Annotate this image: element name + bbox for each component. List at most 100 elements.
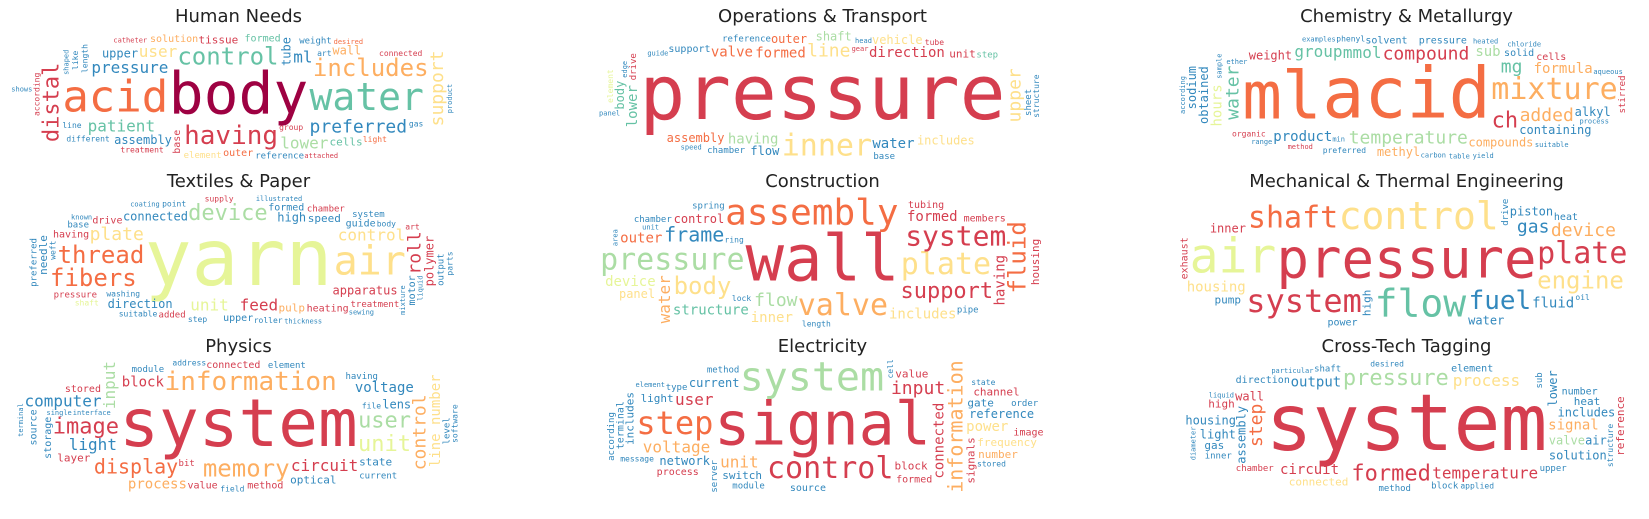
word-water: water bbox=[310, 75, 424, 119]
word-gate: gate bbox=[967, 397, 994, 410]
word-different: different bbox=[66, 134, 110, 143]
word-system: system bbox=[352, 210, 385, 220]
word-fibers: fibers bbox=[50, 264, 137, 292]
word-needle: needle bbox=[37, 235, 50, 275]
wordcloud-area: acid ml mixture ch temperature compound water a… bbox=[1178, 28, 1635, 164]
word-added: added bbox=[1520, 105, 1574, 126]
word-upper: upper bbox=[1004, 68, 1025, 122]
wordcloud-area: body acid water having control includes distal… bbox=[10, 28, 467, 164]
word-value: value bbox=[188, 480, 218, 491]
word-output: output bbox=[437, 253, 447, 286]
word-acid: acid bbox=[1322, 52, 1491, 134]
word-organic: organic bbox=[1232, 130, 1266, 139]
word-assembly: assembly bbox=[725, 193, 898, 233]
panel-title: Operations & Transport bbox=[718, 6, 927, 27]
word-shaped: shaped bbox=[63, 50, 71, 75]
word-guide: guide bbox=[647, 50, 668, 58]
word-water: water bbox=[872, 136, 914, 152]
word-state: state bbox=[359, 456, 392, 469]
word-length: length bbox=[81, 44, 90, 73]
word-air: air bbox=[1190, 228, 1277, 284]
word-process: process bbox=[1579, 118, 1609, 126]
word-shaft: shaft bbox=[75, 299, 99, 308]
word-formed: formed bbox=[245, 33, 281, 44]
word-air: air bbox=[1585, 434, 1607, 448]
word-support: support bbox=[668, 44, 710, 55]
word-frequency: frequency bbox=[977, 436, 1037, 449]
wordcloud-area: system pressure formed step temperature proce… bbox=[1178, 358, 1635, 494]
word-information: information bbox=[165, 367, 337, 397]
word-formed: formed bbox=[755, 45, 806, 61]
word-memory: memory bbox=[203, 454, 290, 482]
wordcloud-area: system information memory image user unit disp… bbox=[10, 358, 467, 494]
word-ether: ether bbox=[1226, 58, 1247, 66]
word-shaft: shaft bbox=[816, 29, 852, 43]
word-output: output bbox=[1291, 375, 1342, 391]
word-pressure: pressure bbox=[1419, 35, 1467, 46]
word-upper: upper bbox=[223, 313, 253, 324]
word-examples: examples bbox=[1302, 35, 1336, 43]
word-weight: weight bbox=[299, 37, 332, 47]
word-step: step bbox=[188, 315, 207, 324]
word-phenyl: phenyl bbox=[1336, 34, 1365, 43]
word-chamber: chamber bbox=[307, 204, 346, 214]
word-address: address bbox=[172, 358, 206, 367]
word-exhaust: exhaust bbox=[1180, 237, 1191, 279]
word-preferred: preferred bbox=[1323, 146, 1367, 155]
word-alkyl: alkyl bbox=[1575, 105, 1611, 119]
word-drive: drive bbox=[629, 53, 639, 80]
word-display: display bbox=[94, 454, 178, 478]
word-preferred: preferred bbox=[310, 116, 408, 137]
word-block: block bbox=[1431, 482, 1459, 492]
word-signal: signal bbox=[1548, 418, 1599, 434]
word-having: having bbox=[345, 372, 378, 382]
word-solution: solution bbox=[150, 34, 198, 45]
word-fluid: fluid bbox=[1532, 295, 1574, 311]
word-panel: panel bbox=[599, 110, 620, 118]
word-plate: plate bbox=[90, 224, 144, 245]
word-bit: bit bbox=[179, 459, 195, 469]
word-includes: includes bbox=[917, 134, 975, 148]
word-image: image bbox=[53, 414, 119, 439]
word-shaft: shaft bbox=[1248, 201, 1338, 236]
word-min: min bbox=[1332, 136, 1345, 144]
word-pump: pump bbox=[1214, 293, 1241, 306]
word-connected: connected bbox=[123, 210, 188, 224]
word-solid: solid bbox=[1504, 48, 1534, 59]
word-members: members bbox=[964, 213, 1006, 224]
word-oil: oil bbox=[1575, 293, 1590, 302]
word-hours: hours bbox=[1210, 84, 1226, 126]
word-element: element bbox=[606, 69, 615, 103]
word-product: product bbox=[446, 84, 454, 114]
word-power: power bbox=[966, 419, 1008, 435]
word-mg: mg bbox=[1501, 56, 1523, 77]
word-tube: tube bbox=[925, 38, 944, 47]
word-lens: lens bbox=[382, 397, 411, 411]
word-chamber: chamber bbox=[1236, 464, 1275, 474]
word-line: line bbox=[807, 41, 850, 62]
word-input: input bbox=[100, 361, 119, 409]
word-wall: wall bbox=[332, 44, 361, 58]
word-water: water bbox=[1468, 314, 1504, 328]
word-like: like bbox=[71, 50, 80, 69]
word-element: element bbox=[1451, 363, 1493, 374]
word-stored: stored bbox=[65, 384, 101, 395]
word-mmol: mmol bbox=[1343, 43, 1382, 62]
word-body: body bbox=[674, 272, 732, 300]
word-carbon: carbon bbox=[1421, 151, 1446, 159]
word-device: device bbox=[188, 201, 267, 226]
word-step: step bbox=[636, 404, 713, 442]
panel-title: Electricity bbox=[777, 336, 868, 357]
word-supply: supply bbox=[205, 195, 234, 204]
word-acid: acid bbox=[62, 71, 168, 122]
word-lock: lock bbox=[732, 294, 751, 303]
word-direction: direction bbox=[108, 297, 173, 311]
word-unit: unit bbox=[358, 432, 411, 457]
panel-title: Construction bbox=[765, 171, 880, 192]
word-control: control bbox=[338, 226, 405, 245]
word-according: according bbox=[1179, 76, 1187, 114]
word-includes: includes bbox=[313, 54, 429, 82]
